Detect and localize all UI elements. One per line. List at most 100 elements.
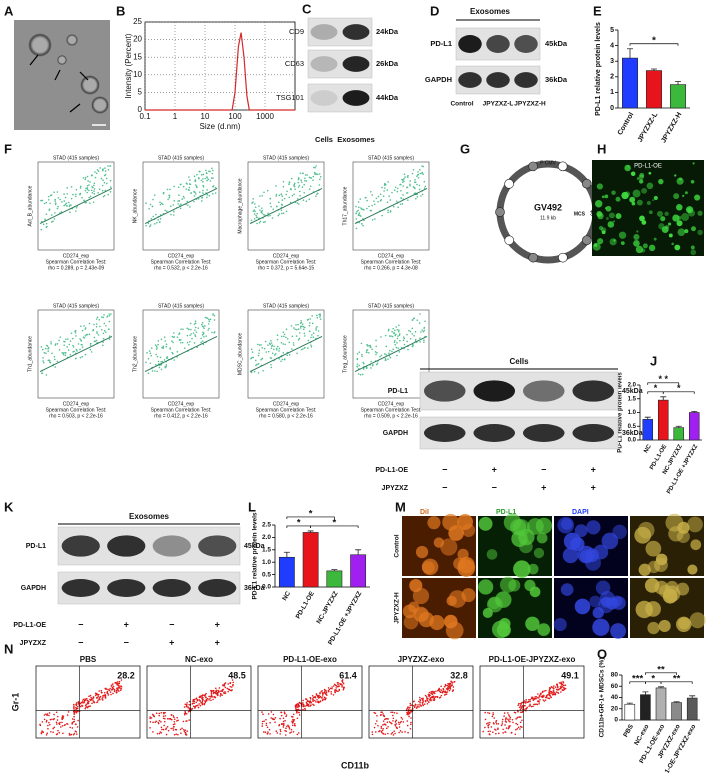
plasmid-feature [504,179,514,189]
event [450,680,452,683]
scatter-texture [63,344,66,347]
event [335,684,338,687]
blot-band [107,579,146,597]
event [314,699,316,702]
scatter-texture [66,346,69,348]
event [487,711,489,714]
scatter-texture [295,328,298,331]
scatter-texture [59,198,61,201]
event [509,718,511,720]
event [337,683,339,686]
event [74,730,77,732]
trend-line [354,335,428,373]
scatter-texture [406,186,409,188]
scatter-texture [75,188,78,191]
scatter-texture [194,326,197,329]
scatter-texture [403,180,405,183]
blot-band [473,424,516,442]
event [201,701,203,704]
scatter-texture [147,222,150,225]
bar [350,554,367,588]
event [224,682,227,684]
label: Th2_abundance [132,336,138,372]
event [216,691,219,694]
blot-band [61,579,100,597]
scatter-texture [179,341,182,344]
scatter-texture [68,343,71,346]
scatter-texture [384,359,387,361]
event [86,699,89,702]
scatter-texture [301,323,304,326]
sig-label: * [652,35,656,46]
scatter-texture [387,329,390,332]
event [218,690,220,693]
event [62,717,64,720]
event [414,705,416,707]
event [272,713,275,716]
scatter-texture [92,328,95,331]
event [221,690,224,692]
event [53,717,55,720]
scatter-texture [101,184,104,187]
scatter-texture [95,323,98,325]
event [279,733,281,735]
cell [536,532,548,544]
event [497,722,500,725]
panel-letter: L [248,499,256,514]
scatter-texture [375,197,378,200]
scatter-texture [197,198,200,200]
scatter-texture [189,179,191,181]
scatter-texture [358,364,361,367]
event [219,695,222,697]
event [261,722,264,725]
event [84,698,86,700]
event [552,689,555,692]
scatter-texture [196,173,198,176]
scatter-texture [292,342,295,344]
scatter-texture [64,203,67,206]
sign: − [442,482,447,492]
event [265,718,267,721]
sign: − [492,482,497,492]
y-axis-label: Intensity (Percent) [124,33,133,98]
scatter-texture [313,166,315,169]
event [75,723,77,726]
scatter-texture [202,178,204,180]
event [517,726,520,729]
scatter-texture [182,185,185,188]
scatter-texture [82,177,85,179]
event [218,687,221,689]
scatter-texture [398,351,401,353]
scatter-texture [297,323,299,326]
bar [671,702,682,721]
scatter-texture [45,201,48,204]
scatter-texture [158,221,161,224]
scatter-texture [79,356,82,359]
scatter-texture [409,337,412,340]
scatter-texture [396,342,398,344]
scatter-texture [94,171,96,173]
scatter-texture [414,187,416,190]
scatter-texture [90,351,93,353]
event [274,716,277,719]
scatter-texture [149,224,152,226]
scatter-texture [155,213,157,216]
fluorescent-cell [697,210,703,216]
trend-line [354,187,428,225]
scatter-texture [190,192,192,194]
scatter-texture [316,314,318,317]
blot-band [514,35,538,53]
scatter-texture [260,210,263,213]
scatter-texture [165,364,168,366]
event [440,694,443,697]
scatter-texture [362,362,365,365]
fluorescent-cell [636,199,643,206]
scatter-texture [93,188,96,190]
scatter-texture [208,327,210,330]
scatter-texture [265,351,267,353]
scatter-texture [254,203,256,205]
event [83,699,86,702]
scatter-texture [104,170,107,172]
event [112,692,114,695]
scatter-texture [304,335,306,337]
